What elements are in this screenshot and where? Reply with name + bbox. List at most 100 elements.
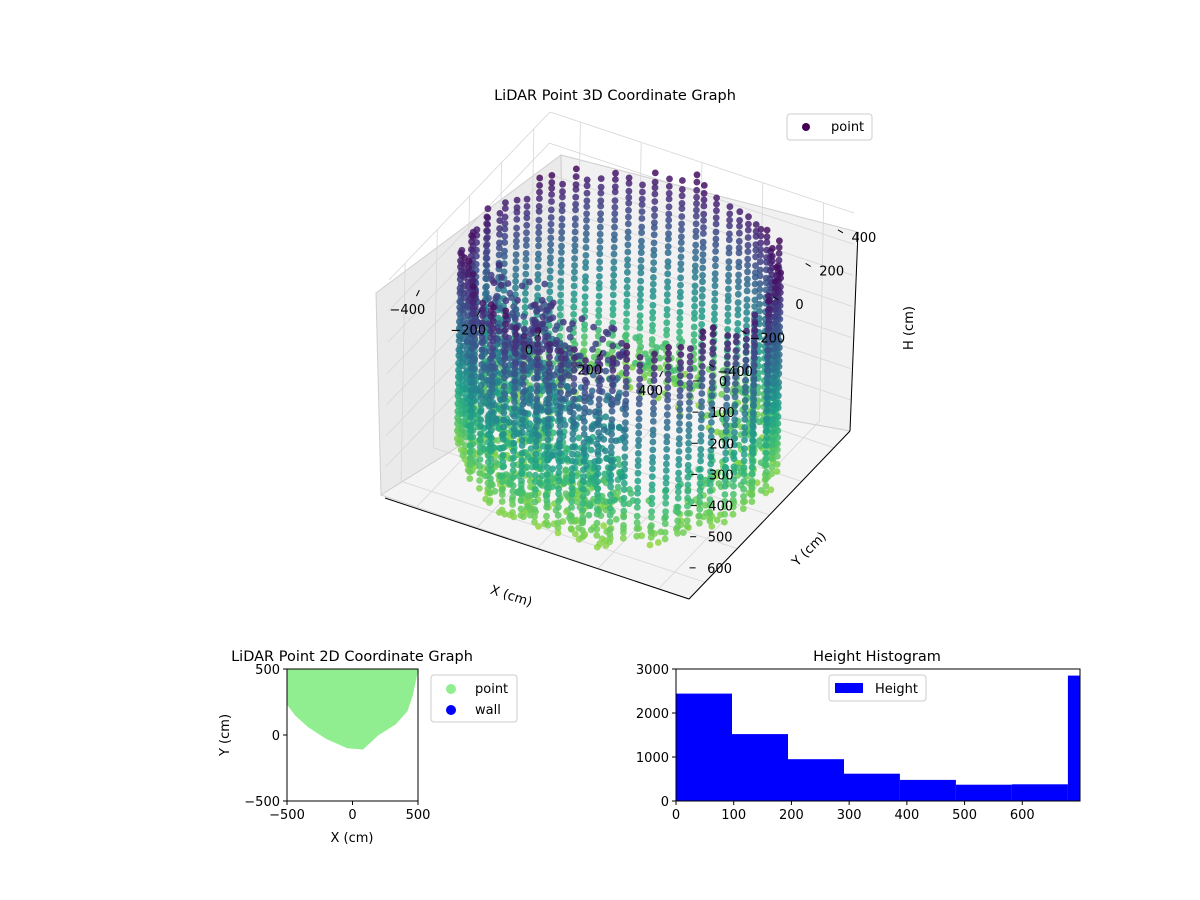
point-marker [546, 267, 554, 275]
point-marker [569, 435, 577, 443]
point-marker [649, 321, 656, 329]
point-marker [648, 336, 656, 343]
point-marker [580, 457, 588, 465]
point-marker [547, 214, 555, 221]
point-marker [557, 361, 565, 369]
point-marker [722, 449, 730, 457]
point-marker [698, 403, 705, 411]
point-marker [544, 430, 552, 437]
point-marker [487, 475, 494, 482]
point-marker [569, 430, 577, 437]
point-marker [501, 253, 508, 260]
point-marker [582, 363, 589, 371]
point-marker [607, 471, 615, 479]
point-marker [613, 398, 621, 406]
point-marker [676, 379, 684, 387]
point-marker [664, 270, 672, 278]
point-marker [573, 498, 581, 506]
point-marker [558, 242, 565, 250]
point-marker [582, 278, 589, 285]
point-marker [711, 296, 719, 304]
point-marker [544, 444, 552, 451]
point-marker [535, 207, 543, 215]
point-marker [529, 341, 537, 349]
point-marker [581, 333, 588, 341]
point-marker [501, 213, 509, 221]
point-marker [638, 223, 646, 231]
point-marker [509, 474, 517, 481]
point-marker [579, 478, 587, 485]
point-marker [732, 354, 740, 362]
point-marker [690, 331, 698, 338]
point-marker [469, 271, 477, 278]
point-marker [582, 264, 589, 271]
point-marker [707, 475, 714, 483]
point-marker [511, 359, 519, 366]
point-marker [765, 297, 773, 305]
point-marker [663, 424, 671, 432]
point-marker [556, 408, 564, 416]
point-marker [691, 262, 699, 270]
point-marker [536, 195, 543, 202]
point-marker [570, 367, 578, 374]
point-marker [602, 413, 610, 421]
x-axis-line [384, 497, 690, 600]
chart-3d-title: LiDAR Point 3D Coordinate Graph [494, 88, 736, 104]
point-marker [663, 319, 671, 327]
point-marker [774, 427, 782, 435]
point-marker [721, 518, 728, 526]
point-marker [734, 326, 741, 334]
point-marker [486, 499, 493, 506]
point-marker [752, 262, 759, 270]
point-marker [570, 354, 578, 362]
point-marker [699, 354, 706, 362]
point-region-2d [287, 669, 418, 750]
point-marker [770, 365, 777, 373]
point-marker [664, 258, 672, 265]
point-marker [536, 174, 544, 182]
point-marker [734, 306, 742, 313]
y-tick-label-2d: 0 [272, 729, 280, 744]
point-marker [637, 285, 644, 292]
point-marker [675, 475, 682, 483]
point-marker [684, 473, 692, 481]
point-marker [554, 511, 562, 519]
point-marker [634, 457, 642, 464]
point-marker [513, 208, 521, 216]
point-marker [691, 273, 699, 281]
point-marker [498, 273, 505, 281]
point-marker [651, 184, 659, 192]
point-marker [612, 516, 620, 523]
point-marker [768, 464, 776, 471]
point-marker [674, 530, 681, 537]
point-marker [743, 287, 751, 295]
point-marker [756, 272, 764, 280]
point-marker [476, 469, 484, 477]
point-marker [512, 272, 520, 279]
point-marker [677, 253, 685, 261]
point-marker [568, 503, 575, 511]
point-marker [572, 193, 580, 201]
point-marker [724, 292, 732, 300]
point-marker [748, 491, 756, 499]
point-marker [534, 284, 542, 292]
y-axis-line [688, 430, 851, 600]
point-marker [476, 456, 484, 463]
point-marker [764, 379, 772, 387]
point-marker [501, 362, 509, 369]
point-marker [547, 220, 555, 228]
legend-height-swatch [835, 683, 863, 693]
point-marker [509, 309, 517, 317]
point-marker [730, 490, 737, 498]
point-marker [469, 319, 476, 327]
point-marker [535, 223, 543, 231]
point-marker [713, 516, 721, 524]
point-marker [533, 395, 541, 402]
point-marker [636, 318, 644, 326]
point-marker [578, 315, 586, 323]
point-marker [496, 304, 504, 312]
point-marker [555, 463, 563, 471]
point-marker [722, 436, 730, 444]
point-marker [531, 498, 539, 506]
point-marker [523, 463, 531, 471]
